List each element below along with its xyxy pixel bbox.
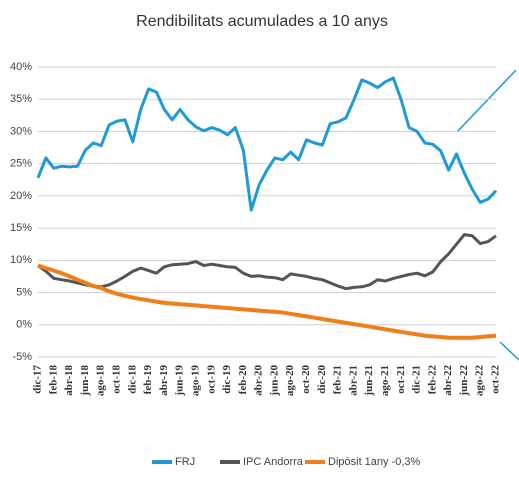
x-tick-label: feb-21 [332, 365, 344, 394]
line-series [37, 233, 497, 291]
y-tick-label: 15% [10, 222, 32, 234]
x-tick-label: abr-18 [63, 365, 75, 396]
x-tick-label: jun-19 [174, 365, 186, 397]
x-tick-label: jun-22 [458, 365, 470, 397]
x-tick-label: oct-22 [490, 365, 502, 394]
x-tick-label: feb-18 [47, 365, 59, 395]
x-tick-label: dic-17 [32, 365, 44, 394]
y-tick-label: 40% [10, 61, 32, 73]
y-tick-label: 5% [16, 286, 32, 298]
x-tick-label: feb-22 [426, 365, 438, 395]
x-tick-label: jun-20 [268, 365, 280, 397]
y-tick-label: 30% [10, 125, 32, 137]
x-tick-label: abr-19 [158, 365, 170, 396]
chart-title: Rendibilitats acumulades a 10 anys [136, 13, 388, 30]
legend-label: IPC Andorra [243, 456, 304, 468]
x-tick-label: ago-21 [379, 365, 391, 396]
y-tick-label: 35% [10, 93, 32, 105]
x-tick-label: dic-19 [221, 365, 233, 394]
line-series [37, 263, 497, 340]
line-series [36, 76, 498, 212]
x-tick-label: oct-21 [395, 365, 407, 394]
x-tick-label: ago-19 [189, 365, 201, 397]
legend-label: FRJ [175, 456, 195, 468]
x-tick-label: dic-20 [316, 365, 328, 394]
x-tick-label: jun-21 [363, 365, 375, 397]
x-tick-label: jun-18 [79, 365, 91, 397]
x-tick-label: dic-21 [411, 365, 423, 394]
y-tick-label: 10% [10, 254, 32, 266]
x-tick-label: abr-21 [347, 365, 359, 396]
x-tick-label: oct-19 [205, 365, 217, 394]
x-tick-label: ago-22 [474, 365, 486, 397]
y-tick-label: 20% [10, 190, 32, 202]
x-tick-label: abr-22 [442, 365, 454, 396]
x-tick-label: feb-19 [142, 365, 154, 395]
annotation-arrow [499, 341, 519, 361]
x-tick-label: feb-20 [237, 365, 249, 395]
annotation-arrow [456, 69, 517, 133]
legend-label: Dipòsit 1any -0,3% [328, 456, 421, 468]
x-tick-label: dic-18 [126, 365, 138, 394]
y-tick-label: 0% [16, 319, 32, 331]
x-tick-label: oct-18 [110, 365, 122, 394]
y-tick-label: -5% [12, 351, 32, 363]
x-tick-label: ago-18 [95, 365, 107, 397]
x-tick-label: oct-20 [300, 365, 312, 394]
y-tick-label: 25% [10, 158, 32, 170]
x-tick-label: abr-20 [253, 365, 265, 396]
x-tick-label: ago-20 [284, 365, 296, 397]
